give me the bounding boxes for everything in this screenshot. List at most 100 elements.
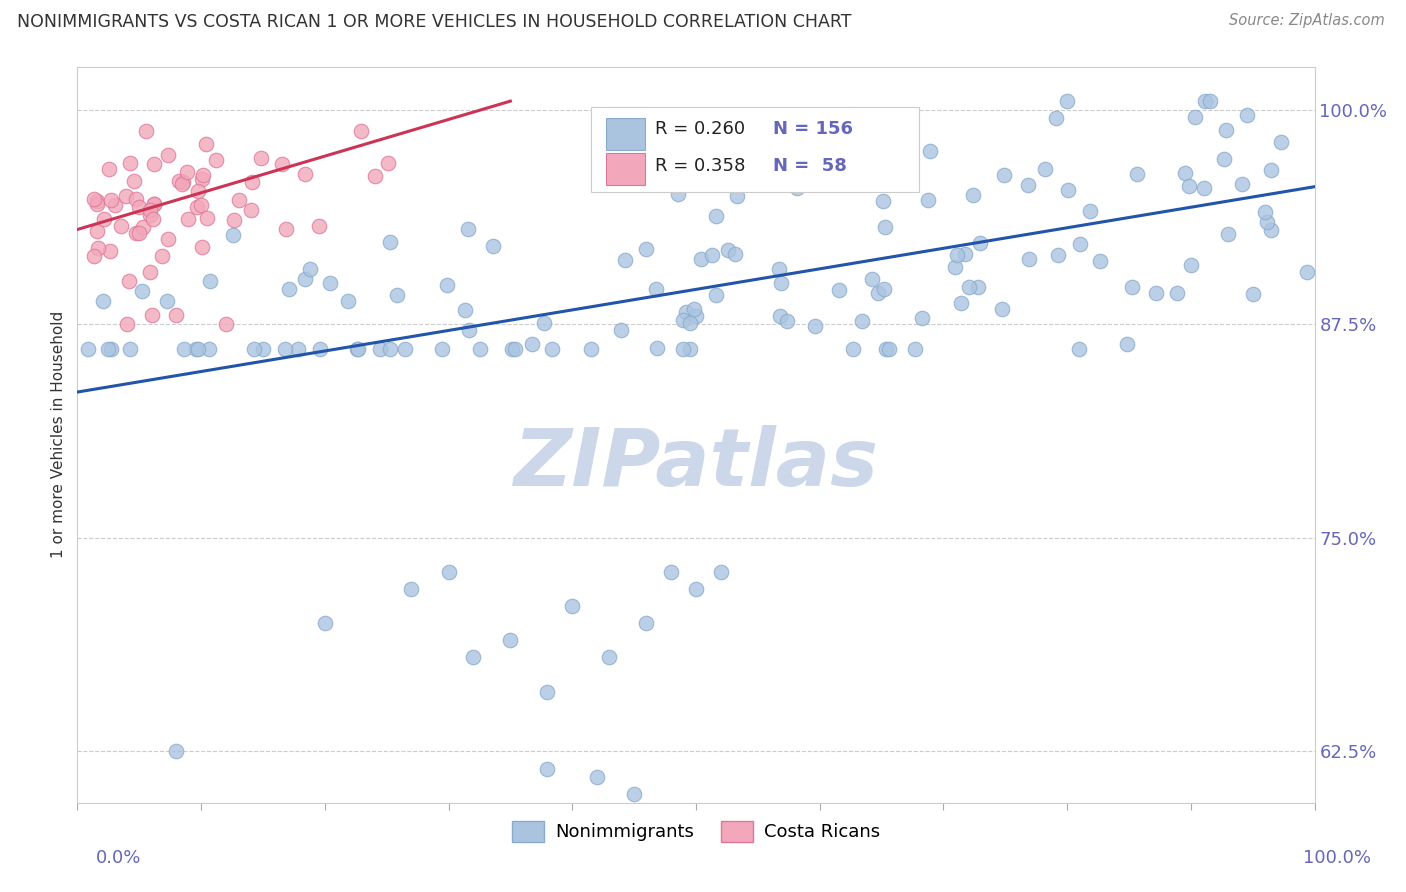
- Point: [177, 212, 200, 227]
- Text: 0.0%: 0.0%: [96, 849, 141, 867]
- Point: [623, 787, 645, 801]
- Point: [1045, 111, 1067, 125]
- Point: [827, 283, 849, 297]
- Point: [370, 343, 392, 357]
- Point: [904, 343, 927, 357]
- Point: [118, 274, 141, 288]
- Point: [93, 211, 115, 226]
- Point: [287, 343, 309, 357]
- Point: [156, 294, 179, 309]
- Point: [950, 295, 973, 310]
- Text: R = 0.358: R = 0.358: [655, 157, 745, 175]
- Point: [659, 565, 682, 579]
- Point: [636, 616, 658, 631]
- Point: [561, 599, 583, 613]
- Point: [378, 343, 401, 357]
- Point: [131, 219, 153, 234]
- Point: [222, 213, 245, 227]
- Point: [215, 317, 238, 331]
- Point: [195, 211, 218, 225]
- Point: [463, 650, 485, 665]
- Point: [875, 219, 897, 234]
- Point: [169, 173, 191, 187]
- Point: [274, 343, 297, 357]
- Point: [879, 343, 901, 357]
- Point: [97, 161, 120, 176]
- Point: [308, 343, 330, 357]
- Point: [165, 744, 187, 758]
- FancyBboxPatch shape: [606, 119, 645, 150]
- Point: [436, 277, 458, 292]
- Point: [679, 343, 702, 357]
- Point: [717, 243, 740, 257]
- Point: [851, 314, 873, 328]
- Point: [76, 343, 98, 357]
- Point: [675, 304, 697, 318]
- Point: [430, 343, 453, 357]
- FancyBboxPatch shape: [606, 153, 645, 185]
- Point: [308, 219, 330, 233]
- Point: [138, 203, 160, 218]
- Point: [1215, 123, 1237, 137]
- Point: [346, 343, 368, 357]
- Point: [860, 272, 883, 286]
- Point: [704, 209, 727, 223]
- Point: [804, 318, 827, 333]
- Point: [198, 343, 221, 357]
- Point: [157, 148, 180, 162]
- Point: [482, 239, 505, 253]
- Point: [470, 343, 492, 357]
- Point: [191, 172, 214, 186]
- Point: [768, 262, 790, 277]
- Point: [685, 582, 707, 596]
- Point: [191, 168, 214, 182]
- Point: [1078, 204, 1101, 219]
- Y-axis label: 1 or more Vehicles in Household: 1 or more Vehicles in Household: [51, 311, 66, 558]
- Point: [1056, 183, 1078, 197]
- Point: [1121, 280, 1143, 294]
- Point: [249, 151, 271, 165]
- Text: ZIPatlas: ZIPatlas: [513, 425, 879, 503]
- Point: [142, 157, 165, 171]
- Point: [1232, 177, 1254, 191]
- Point: [1241, 286, 1264, 301]
- Point: [969, 236, 991, 251]
- Point: [645, 341, 668, 355]
- Point: [377, 155, 399, 169]
- Point: [598, 650, 620, 665]
- Point: [128, 200, 150, 214]
- Point: [501, 343, 523, 357]
- Point: [240, 203, 263, 218]
- Point: [157, 232, 180, 246]
- Point: [86, 197, 108, 211]
- Point: [991, 301, 1014, 316]
- Point: [100, 343, 122, 357]
- Point: [873, 282, 896, 296]
- Point: [1146, 285, 1168, 300]
- Point: [820, 177, 842, 191]
- Point: [298, 262, 321, 277]
- Point: [453, 302, 475, 317]
- Point: [115, 188, 138, 202]
- Point: [672, 343, 695, 357]
- Point: [243, 343, 266, 357]
- Point: [1180, 258, 1202, 272]
- Point: [689, 252, 711, 266]
- Point: [141, 308, 163, 322]
- Point: [195, 136, 218, 151]
- Point: [672, 313, 695, 327]
- Point: [128, 226, 150, 240]
- Point: [131, 284, 153, 298]
- Point: [364, 169, 387, 183]
- Point: [100, 194, 122, 208]
- Point: [1174, 166, 1197, 180]
- Point: [704, 288, 727, 302]
- Point: [437, 565, 460, 579]
- Point: [1260, 162, 1282, 177]
- Point: [387, 288, 409, 302]
- Point: [1212, 152, 1234, 166]
- Text: NONIMMIGRANTS VS COSTA RICAN 1 OR MORE VEHICLES IN HOUSEHOLD CORRELATION CHART: NONIMMIGRANTS VS COSTA RICAN 1 OR MORE V…: [17, 13, 852, 31]
- Point: [1236, 108, 1258, 122]
- Point: [724, 246, 747, 260]
- Point: [1116, 337, 1139, 351]
